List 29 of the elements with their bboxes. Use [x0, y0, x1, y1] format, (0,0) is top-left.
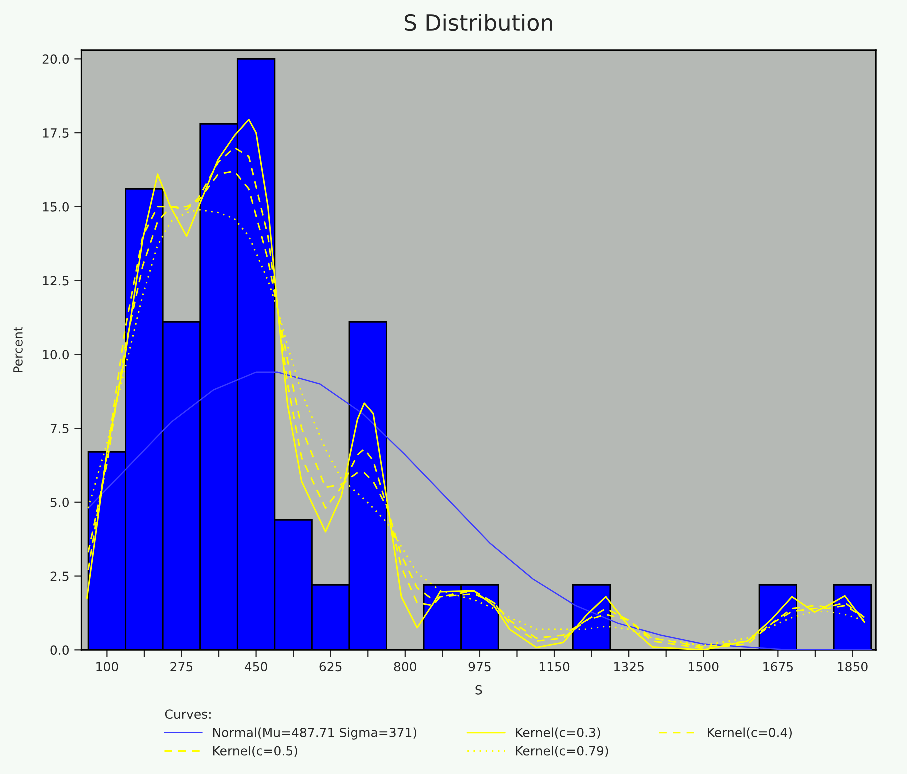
y-tick-label: 5.0 — [50, 498, 69, 508]
y-tick-label: 20.0 — [42, 54, 69, 64]
x-tick-label: 1325 — [614, 662, 644, 672]
x-tick-label: 100 — [96, 662, 118, 672]
x-tick-label: 625 — [320, 662, 342, 672]
x-tick-label: 1150 — [540, 662, 570, 672]
legend-label: Kernel(c=0.3) — [516, 728, 600, 739]
y-axis-title: Percent — [14, 327, 23, 373]
legend-label: Normal(Mu=487.71 Sigma=371) — [213, 728, 417, 740]
x-tick-label: 1500 — [689, 662, 719, 672]
y-tick-label: 12.5 — [43, 276, 69, 286]
x-tick-label: 1675 — [764, 662, 793, 672]
x-tick-label: 275 — [170, 662, 193, 672]
x-tick-label: 800 — [394, 662, 417, 672]
y-tick-label: 10.0 — [43, 350, 69, 360]
x-tick-label: 450 — [244, 662, 268, 672]
chart-title: S Distribution — [404, 14, 552, 32]
x-tick-label: 1850 — [838, 662, 868, 672]
x-tick-label: 975 — [468, 662, 491, 672]
legend-label: Kernel(c=0.5) — [213, 746, 298, 758]
y-tick-label: 15.0 — [43, 202, 69, 212]
legend-label: Kernel(c=0.4) — [708, 728, 792, 739]
y-tick-label: 2.5 — [50, 572, 69, 582]
y-tick-label: 7.5 — [50, 424, 69, 434]
y-tick-label: 17.5 — [43, 128, 69, 138]
legend-title: Curves: — [165, 710, 211, 720]
y-tick-label: 0.0 — [50, 646, 69, 656]
legend-label: Kernel(c=0.79) — [516, 746, 608, 758]
x-axis-title: S — [476, 685, 482, 695]
